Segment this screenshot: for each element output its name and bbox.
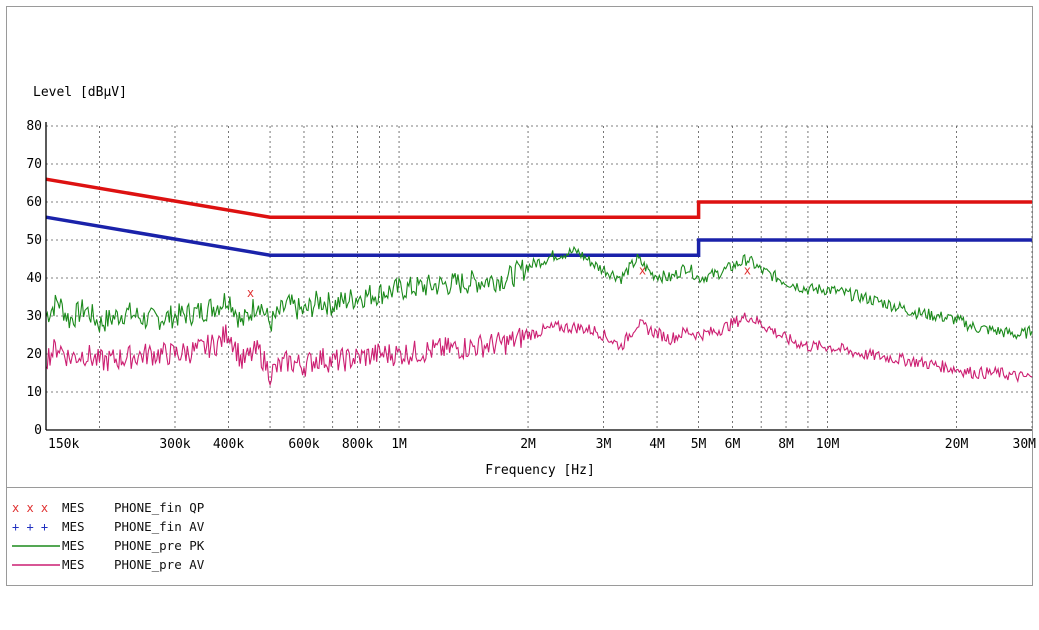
x-tick-label: 1M xyxy=(391,437,407,452)
legend-entry: MES PHONE_pre AV xyxy=(12,555,204,574)
legend-symbol-x-marks: x x x xyxy=(12,501,48,515)
y-tick-label: 30 xyxy=(26,309,42,324)
qp-marker: x xyxy=(744,263,751,277)
legend-entry: + + + MES PHONE_fin AV xyxy=(12,517,204,536)
y-tick-label: 50 xyxy=(26,233,42,248)
x-tick-label: 4M xyxy=(649,437,665,452)
peak-trace xyxy=(45,245,1033,340)
x-tick-label: 400k xyxy=(213,437,244,452)
svg-text:+ + +: + + + xyxy=(12,520,48,534)
x-tick-label: 150k xyxy=(48,437,79,452)
qp-marker: x xyxy=(247,286,254,300)
y-tick-label: 10 xyxy=(26,385,42,400)
x-tick-label: 5M xyxy=(691,437,707,452)
limit-lines xyxy=(45,177,1032,257)
axes xyxy=(45,122,1032,431)
x-axis-label: Frequency [Hz] xyxy=(485,463,595,478)
x-tick-label: 300k xyxy=(159,437,190,452)
grid xyxy=(46,125,1033,430)
average-trace xyxy=(45,312,1033,387)
y-tick-label: 40 xyxy=(26,271,42,286)
svg-text:x x x: x x x xyxy=(12,501,48,515)
y-tick-labels: 0 10 20 30 40 50 60 70 80 xyxy=(26,119,42,438)
x-tick-label: 600k xyxy=(288,437,319,452)
legend-name: PHONE_fin AV xyxy=(114,519,205,534)
y-axis-label: Level [dBµV] xyxy=(33,85,127,100)
qp-limit-line xyxy=(45,177,1032,219)
x-tick-label: 3M xyxy=(596,437,612,452)
emission-chart: Level [dBµV] Frequency [Hz] x x x 0 10 20 30 4… xyxy=(26,85,1036,478)
legend-label: MES xyxy=(62,519,85,534)
x-tick-label: 20M xyxy=(945,437,969,452)
legend-label: MES xyxy=(62,538,85,553)
legend-label: MES xyxy=(62,557,85,572)
legend-entry: x x x MES PHONE_fin QP xyxy=(12,498,204,517)
x-tick-label: 800k xyxy=(342,437,373,452)
legend-name: PHONE_pre AV xyxy=(114,557,205,572)
av-limit-line xyxy=(45,215,1032,257)
legend-separator xyxy=(6,487,1033,488)
markers-group: x x x xyxy=(247,263,751,300)
y-tick-label: 0 xyxy=(34,423,42,438)
y-tick-label: 70 xyxy=(26,157,42,172)
qp-marker: x xyxy=(639,263,646,277)
legend-name: PHONE_pre PK xyxy=(114,538,205,553)
x-tick-labels: 150k 300k 400k 600k 800k 1M 2M 3M 4M 5M 6M 8M 10M 20M… xyxy=(48,437,1036,452)
y-tick-label: 80 xyxy=(26,119,42,134)
y-tick-label: 20 xyxy=(26,347,42,362)
legend-symbol-green-line xyxy=(12,545,60,547)
legend-symbol-plus-marks: + + + xyxy=(12,520,48,534)
x-tick-label: 2M xyxy=(520,437,536,452)
legend-label: MES xyxy=(62,500,85,515)
x-tick-label: 8M xyxy=(778,437,794,452)
legend-entry: MES PHONE_pre PK xyxy=(12,536,204,555)
legend-name: PHONE_fin QP xyxy=(114,500,205,515)
x-tick-label: 30M xyxy=(1013,437,1037,452)
series-group xyxy=(45,245,1033,387)
chart-frame xyxy=(6,6,1033,586)
x-tick-label: 6M xyxy=(725,437,741,452)
x-tick-label: 10M xyxy=(816,437,840,452)
legend-symbol-magenta-line xyxy=(12,564,60,566)
legend: x x x MES PHONE_fin QP + + + MES PHONE_f… xyxy=(12,498,204,574)
y-tick-label: 60 xyxy=(26,195,42,210)
